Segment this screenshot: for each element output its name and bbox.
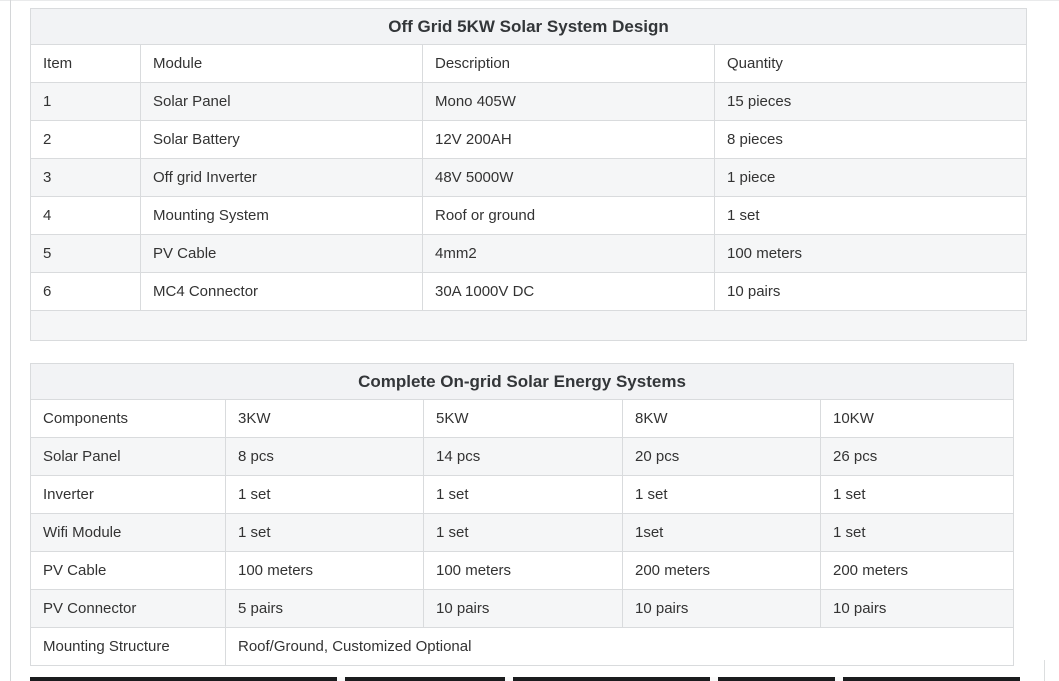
cell-quantity: 8 pieces bbox=[714, 120, 1027, 159]
table-row: 5 PV Cable 4mm2 100 meters bbox=[30, 234, 1027, 273]
cell-quantity: 1 set bbox=[714, 196, 1027, 235]
cell-5kw: 100 meters bbox=[423, 551, 623, 590]
table-row: 4 Mounting System Roof or ground 1 set bbox=[30, 196, 1027, 235]
table-row: 1 Solar Panel Mono 405W 15 pieces bbox=[30, 82, 1027, 121]
cell-description: 12V 200AH bbox=[422, 120, 715, 159]
offgrid-empty-row bbox=[30, 310, 1027, 341]
cell-item: 5 bbox=[30, 234, 141, 273]
cutoff-segment bbox=[513, 677, 710, 681]
table-row: 2 Solar Battery 12V 200AH 8 pieces bbox=[30, 120, 1027, 159]
offgrid-system-table: Off Grid 5KW Solar System Design Item Mo… bbox=[30, 8, 1027, 341]
ongrid-col-header-5kw: 5KW bbox=[423, 399, 623, 438]
cell-description: 4mm2 bbox=[422, 234, 715, 273]
cell-8kw: 10 pairs bbox=[622, 589, 821, 628]
cell-5kw: 14 pcs bbox=[423, 437, 623, 476]
cutoff-segment bbox=[718, 677, 835, 681]
cell-quantity: 10 pairs bbox=[714, 272, 1027, 311]
cutoff-gap bbox=[337, 677, 345, 681]
cell-component: Solar Panel bbox=[30, 437, 226, 476]
offgrid-col-header-description: Description bbox=[422, 44, 715, 83]
cell-5kw: 10 pairs bbox=[423, 589, 623, 628]
table-row: 3 Off grid Inverter 48V 5000W 1 piece bbox=[30, 158, 1027, 197]
right-hairline bbox=[1044, 660, 1045, 681]
offgrid-col-header-quantity: Quantity bbox=[714, 44, 1027, 83]
cell-8kw: 200 meters bbox=[622, 551, 821, 590]
cell-10kw: 200 meters bbox=[820, 551, 1014, 590]
offgrid-col-header-module: Module bbox=[140, 44, 423, 83]
table-row: PV Connector 5 pairs 10 pairs 10 pairs 1… bbox=[30, 589, 1014, 628]
left-vertical-rule bbox=[10, 0, 11, 681]
cell-3kw: 100 meters bbox=[225, 551, 424, 590]
table-row: Solar Panel 8 pcs 14 pcs 20 pcs 26 pcs bbox=[30, 437, 1014, 476]
cell-description: Roof or ground bbox=[422, 196, 715, 235]
cutoff-segment bbox=[345, 677, 505, 681]
cell-item: 2 bbox=[30, 120, 141, 159]
cell-10kw: 10 pairs bbox=[820, 589, 1014, 628]
cell-description: 30A 1000V DC bbox=[422, 272, 715, 311]
cell-module: PV Cable bbox=[140, 234, 423, 273]
cell-module: MC4 Connector bbox=[140, 272, 423, 311]
cell-item: 1 bbox=[30, 82, 141, 121]
cell-quantity: 100 meters bbox=[714, 234, 1027, 273]
cutoff-gap bbox=[505, 677, 513, 681]
ongrid-col-header-8kw: 8KW bbox=[622, 399, 821, 438]
cell-10kw: 1 set bbox=[820, 513, 1014, 552]
cell-10kw: 26 pcs bbox=[820, 437, 1014, 476]
cell-5kw: 1 set bbox=[423, 513, 623, 552]
cell-module: Off grid Inverter bbox=[140, 158, 423, 197]
cell-component: Inverter bbox=[30, 475, 226, 514]
cell-3kw: 5 pairs bbox=[225, 589, 424, 628]
cell-description: 48V 5000W bbox=[422, 158, 715, 197]
cell-component: PV Cable bbox=[30, 551, 226, 590]
offgrid-table-title: Off Grid 5KW Solar System Design bbox=[30, 8, 1027, 45]
cutoff-segment bbox=[30, 677, 337, 681]
cell-mounting-value: Roof/Ground, Customized Optional bbox=[225, 627, 1014, 666]
table-row: 6 MC4 Connector 30A 1000V DC 10 pairs bbox=[30, 272, 1027, 311]
ongrid-col-header-components: Components bbox=[30, 399, 226, 438]
ongrid-systems-table: Complete On-grid Solar Energy Systems Co… bbox=[30, 363, 1014, 666]
cell-3kw: 8 pcs bbox=[225, 437, 424, 476]
cell-item: 4 bbox=[30, 196, 141, 235]
cell-8kw: 1set bbox=[622, 513, 821, 552]
top-hairline bbox=[0, 0, 1059, 1]
cell-module: Mounting System bbox=[140, 196, 423, 235]
cell-module: Solar Panel bbox=[140, 82, 423, 121]
cell-3kw: 1 set bbox=[225, 475, 424, 514]
cutoff-gap bbox=[710, 677, 718, 681]
offgrid-col-header-item: Item bbox=[30, 44, 141, 83]
ongrid-header-row: Components 3KW 5KW 8KW 10KW bbox=[30, 399, 1014, 438]
cell-10kw: 1 set bbox=[820, 475, 1014, 514]
cell-component: Wifi Module bbox=[30, 513, 226, 552]
cell-item: 3 bbox=[30, 158, 141, 197]
cell-component: PV Connector bbox=[30, 589, 226, 628]
cell-8kw: 1 set bbox=[622, 475, 821, 514]
table-row: Inverter 1 set 1 set 1 set 1 set bbox=[30, 475, 1014, 514]
mounting-structure-row: Mounting Structure Roof/Ground, Customiz… bbox=[30, 627, 1014, 666]
cell-3kw: 1 set bbox=[225, 513, 424, 552]
ongrid-col-header-10kw: 10KW bbox=[820, 399, 1014, 438]
ongrid-col-header-3kw: 3KW bbox=[225, 399, 424, 438]
page-content: Off Grid 5KW Solar System Design Item Mo… bbox=[30, 8, 1027, 666]
cell-module: Solar Battery bbox=[140, 120, 423, 159]
ongrid-title-row: Complete On-grid Solar Energy Systems bbox=[30, 363, 1014, 400]
cell-item: 6 bbox=[30, 272, 141, 311]
cell-description: Mono 405W bbox=[422, 82, 715, 121]
cutoff-next-section bbox=[30, 677, 1020, 681]
cell-5kw: 1 set bbox=[423, 475, 623, 514]
cell-quantity: 1 piece bbox=[714, 158, 1027, 197]
offgrid-header-row: Item Module Description Quantity bbox=[30, 44, 1027, 83]
cutoff-segment bbox=[843, 677, 1020, 681]
cell-quantity: 15 pieces bbox=[714, 82, 1027, 121]
cell-8kw: 20 pcs bbox=[622, 437, 821, 476]
cell-component: Mounting Structure bbox=[30, 627, 226, 666]
table-row: PV Cable 100 meters 100 meters 200 meter… bbox=[30, 551, 1014, 590]
cutoff-gap bbox=[835, 677, 843, 681]
ongrid-table-title: Complete On-grid Solar Energy Systems bbox=[30, 363, 1014, 400]
offgrid-empty-cell bbox=[30, 310, 1027, 341]
table-row: Wifi Module 1 set 1 set 1set 1 set bbox=[30, 513, 1014, 552]
offgrid-title-row: Off Grid 5KW Solar System Design bbox=[30, 8, 1027, 45]
